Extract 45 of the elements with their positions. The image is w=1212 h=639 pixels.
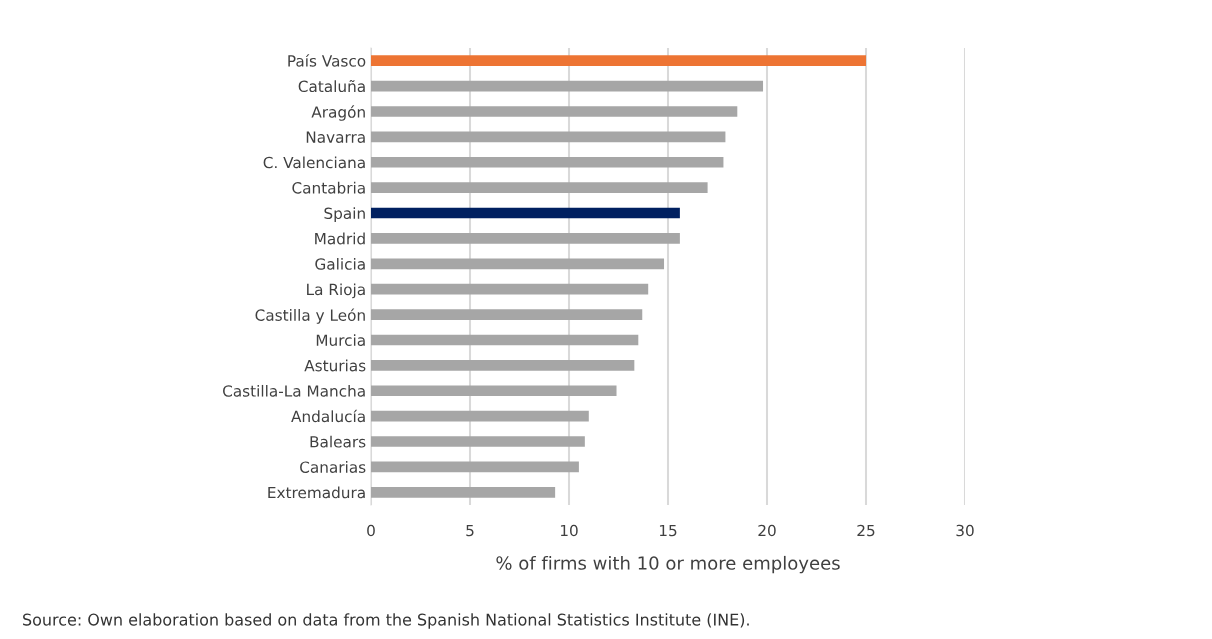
y-tick-label: Castilla-La Mancha xyxy=(223,384,365,397)
y-tick-label: Madrid xyxy=(315,232,365,245)
y-tick-label: Canarias xyxy=(300,461,366,473)
bar xyxy=(371,385,617,397)
x-tick-label: 30 xyxy=(956,524,974,537)
bar xyxy=(371,258,665,270)
y-tick-label: Castilla y León xyxy=(255,308,365,324)
bar xyxy=(371,55,866,67)
x-axis-title: % of firms with 10 or more employees xyxy=(496,555,840,574)
y-tick-label: C. Valenciana xyxy=(263,156,365,169)
x-tick-label: 15 xyxy=(659,524,677,537)
y-tick-label: Asturias xyxy=(304,359,366,372)
bar xyxy=(371,360,635,371)
bar xyxy=(371,182,708,193)
bar xyxy=(371,207,680,219)
y-tick-label: La Rioja xyxy=(307,283,365,299)
y-tick-label: Navarra xyxy=(306,131,365,143)
x-tick-label: 10 xyxy=(560,524,578,537)
bar xyxy=(371,461,579,473)
x-tick-label: 25 xyxy=(857,524,875,537)
y-tick-label: Aragón xyxy=(311,105,365,121)
y-tick-label: Balears xyxy=(310,435,366,448)
x-tick-label: 0 xyxy=(367,524,375,537)
bar xyxy=(371,233,680,244)
bar xyxy=(371,131,726,143)
bar xyxy=(371,486,556,498)
bar xyxy=(371,436,585,447)
bar xyxy=(371,283,649,295)
x-tick-label: 20 xyxy=(758,524,776,537)
x-tick-label: 5 xyxy=(466,524,474,537)
y-tick-label: Cataluña xyxy=(298,80,365,93)
y-tick-label: Spain xyxy=(324,207,365,223)
y-tick-label: País Vasco xyxy=(288,54,366,67)
bar xyxy=(371,309,643,320)
y-tick-label: Cantabria xyxy=(292,181,365,194)
y-tick-label: Andalucía xyxy=(291,409,365,423)
bar xyxy=(371,80,764,92)
y-tick-label: Extremadura xyxy=(268,486,365,499)
bar xyxy=(371,106,738,117)
y-tick-label: Murcia xyxy=(316,334,365,346)
source-note: Source: Own elaboration based on data from the Spanish National Statistics Institute (INE). xyxy=(23,613,749,629)
bar xyxy=(371,410,589,422)
bar xyxy=(371,156,724,168)
bar xyxy=(371,334,639,346)
y-tick-label: Galicia xyxy=(315,258,365,270)
